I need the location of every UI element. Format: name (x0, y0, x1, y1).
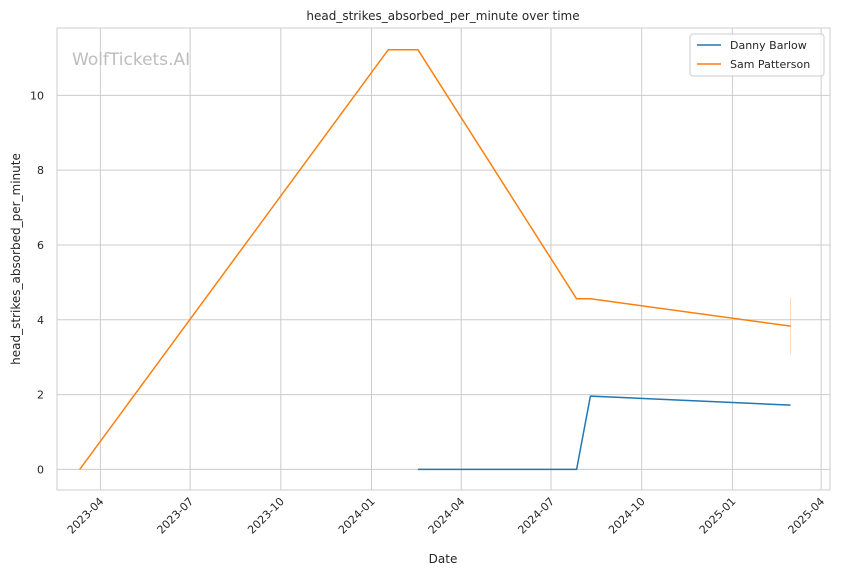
grid-lines (57, 28, 830, 490)
watermark-text: WolfTickets.AI (72, 50, 190, 70)
y-tick-label: 8 (37, 164, 44, 177)
legend-label-danny-barlow: Danny Barlow (730, 39, 807, 52)
x-axis-label: Date (429, 552, 458, 566)
y-axis-ticks: 0 2 4 6 8 10 (30, 89, 44, 476)
y-tick-label: 0 (37, 463, 44, 476)
series-layer (79, 48, 792, 471)
y-tick-label: 10 (30, 89, 44, 102)
y-tick-label: 6 (37, 239, 44, 252)
series-line-sam-patterson (79, 48, 791, 470)
legend-box (689, 33, 825, 77)
y-tick-label: 4 (37, 314, 44, 327)
y-axis-label: head_strikes_absorbed_per_minute (9, 153, 23, 365)
series-line-danny-barlow (417, 395, 791, 471)
plot-area (56, 27, 831, 491)
legend: Danny Barlow Sam Patterson (689, 33, 825, 77)
legend-label-sam-patterson: Sam Patterson (730, 58, 810, 71)
chart-title: head_strikes_absorbed_per_minute over ti… (306, 9, 579, 23)
y-tick-label: 2 (37, 389, 44, 402)
